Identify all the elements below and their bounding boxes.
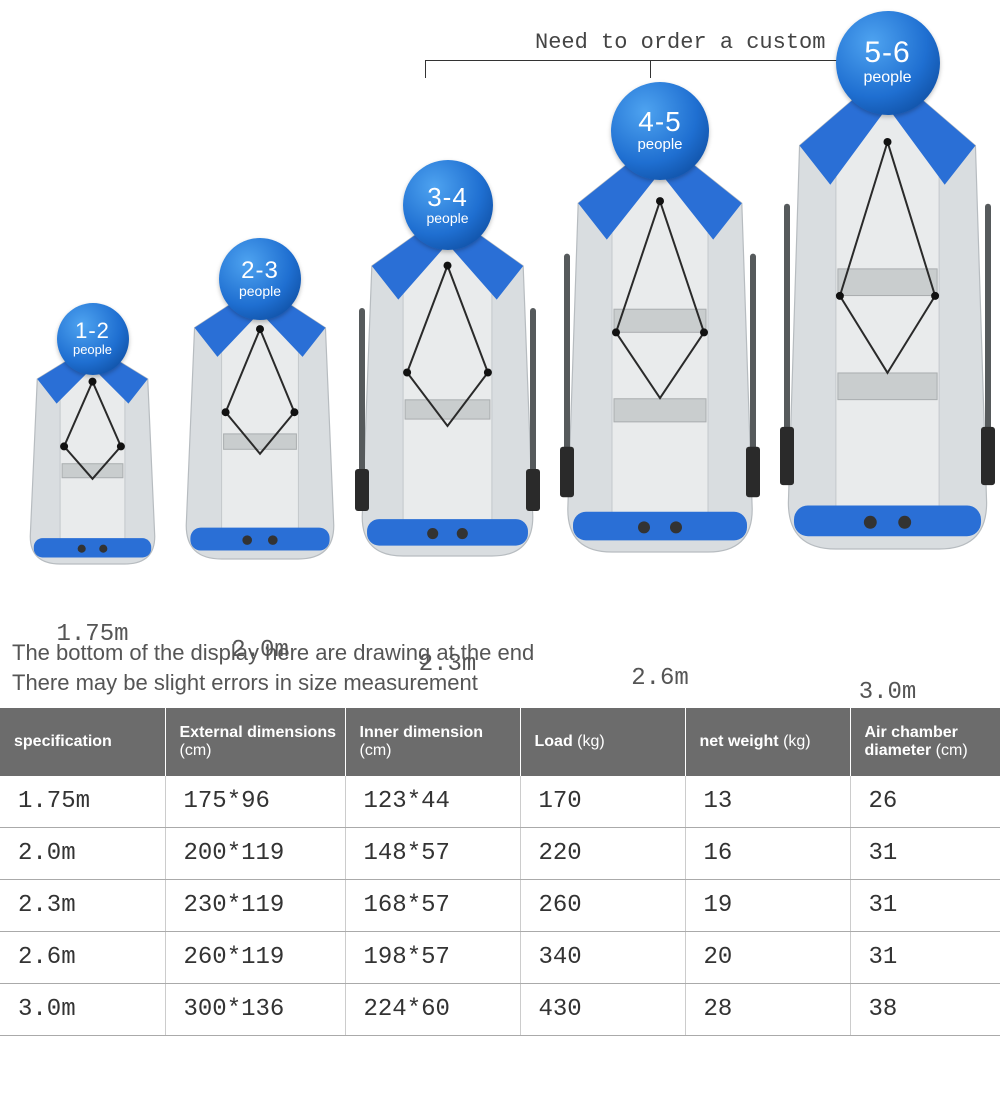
footnotes: The bottom of the display here are drawi… <box>12 638 534 697</box>
table-row: 2.0m200*119148*572201631 <box>0 828 1000 880</box>
table-cell: 300*136 <box>165 984 345 1036</box>
table-cell: 123*44 <box>345 776 520 828</box>
table-cell: 224*60 <box>345 984 520 1036</box>
table-cell: 430 <box>520 984 685 1036</box>
table-header-cell: External dimensions (cm) <box>165 708 345 776</box>
boat-icon <box>180 283 340 563</box>
capacity-badge: 2-3people <box>219 238 301 320</box>
col-label: External dimensions <box>180 724 337 741</box>
boat-icon <box>780 68 995 553</box>
capacity-range: 5-6 <box>864 38 910 68</box>
boat-graphic <box>780 68 995 553</box>
col-label: Load <box>535 733 573 750</box>
people-label: people <box>637 136 682 154</box>
table-cell: 38 <box>850 984 1000 1036</box>
table-row: 1.75m175*96123*441701326 <box>0 776 1000 828</box>
table-cell: 230*119 <box>165 880 345 932</box>
boat-slot: 1-2people1.75m <box>25 343 160 600</box>
table-header-cell: Load (kg) <box>520 708 685 776</box>
table-row: 3.0m300*136224*604302838 <box>0 984 1000 1036</box>
table-cell: 1.75m <box>0 776 165 828</box>
table-header-cell: net weight (kg) <box>685 708 850 776</box>
col-unit: (cm) <box>180 742 212 759</box>
table-cell: 3.0m <box>0 984 165 1036</box>
boat-slot: 3-4people2.3m <box>355 210 540 601</box>
table-row: 2.3m230*119168*572601931 <box>0 880 1000 932</box>
table-row: 2.6m260*119198*573402031 <box>0 932 1000 984</box>
boat-slot: 4-5people2.6m <box>560 136 760 600</box>
table-cell: 20 <box>685 932 850 984</box>
table-cell: 148*57 <box>345 828 520 880</box>
table-header-cell: Inner dimension (cm) <box>345 708 520 776</box>
table-cell: 2.6m <box>0 932 165 984</box>
table-header-row: specificationExternal dimensions (cm)Inn… <box>0 708 1000 776</box>
col-label: Inner dimension <box>360 724 484 741</box>
people-label: people <box>73 342 112 358</box>
boat-icon <box>355 210 540 560</box>
table-header-cell: specification <box>0 708 165 776</box>
table-cell: 13 <box>685 776 850 828</box>
capacity-range: 2-3 <box>241 259 279 283</box>
capacity-badge: 4-5people <box>611 82 709 180</box>
spec-table: specificationExternal dimensions (cm)Inn… <box>0 708 1000 1036</box>
col-label: net weight <box>700 733 779 750</box>
table-cell: 2.3m <box>0 880 165 932</box>
capacity-range: 1-2 <box>75 320 110 342</box>
table-cell: 16 <box>685 828 850 880</box>
boat-graphic <box>180 283 340 563</box>
table-cell: 175*96 <box>165 776 345 828</box>
table-cell: 168*57 <box>345 880 520 932</box>
capacity-badge: 1-2people <box>57 303 129 375</box>
boat-graphic <box>25 343 160 568</box>
length-label: 3.0m <box>859 679 917 706</box>
boat-icon <box>25 343 160 568</box>
table-cell: 220 <box>520 828 685 880</box>
table-cell: 260 <box>520 880 685 932</box>
table-cell: 260*119 <box>165 932 345 984</box>
footnote-line: There may be slight errors in size measu… <box>12 668 534 698</box>
table-cell: 19 <box>685 880 850 932</box>
boat-slot: 2-3people2.0m <box>180 283 340 600</box>
table-cell: 31 <box>850 880 1000 932</box>
table-cell: 31 <box>850 932 1000 984</box>
capacity-range: 3-4 <box>427 184 468 210</box>
people-label: people <box>426 210 468 227</box>
capacity-badge: 3-4people <box>403 160 493 250</box>
col-unit: (kg) <box>783 733 811 750</box>
table-cell: 26 <box>850 776 1000 828</box>
capacity-badge: 5-6people <box>836 11 940 115</box>
table-cell: 31 <box>850 828 1000 880</box>
boat-icon <box>560 136 760 556</box>
table-cell: 198*57 <box>345 932 520 984</box>
boats-row: 1-2people1.75m2-3people2.0m3-4people2.3m… <box>0 0 1000 640</box>
table-cell: 2.0m <box>0 828 165 880</box>
table-cell: 170 <box>520 776 685 828</box>
capacity-range: 4-5 <box>638 108 681 136</box>
col-label: specification <box>14 733 112 750</box>
footnote-line: The bottom of the display here are drawi… <box>12 638 534 668</box>
table-header-cell: Air chamber diameter (cm) <box>850 708 1000 776</box>
table-cell: 28 <box>685 984 850 1036</box>
boat-graphic <box>355 210 540 560</box>
people-label: people <box>863 68 911 87</box>
boat-graphic <box>560 136 760 556</box>
table-cell: 200*119 <box>165 828 345 880</box>
table-cell: 340 <box>520 932 685 984</box>
people-label: people <box>239 283 281 300</box>
col-unit: (kg) <box>577 733 605 750</box>
boat-slot: 5-6people3.0m <box>780 68 995 600</box>
col-unit: (cm) <box>936 742 968 759</box>
col-unit: (cm) <box>360 742 392 759</box>
length-label: 2.6m <box>631 665 689 692</box>
